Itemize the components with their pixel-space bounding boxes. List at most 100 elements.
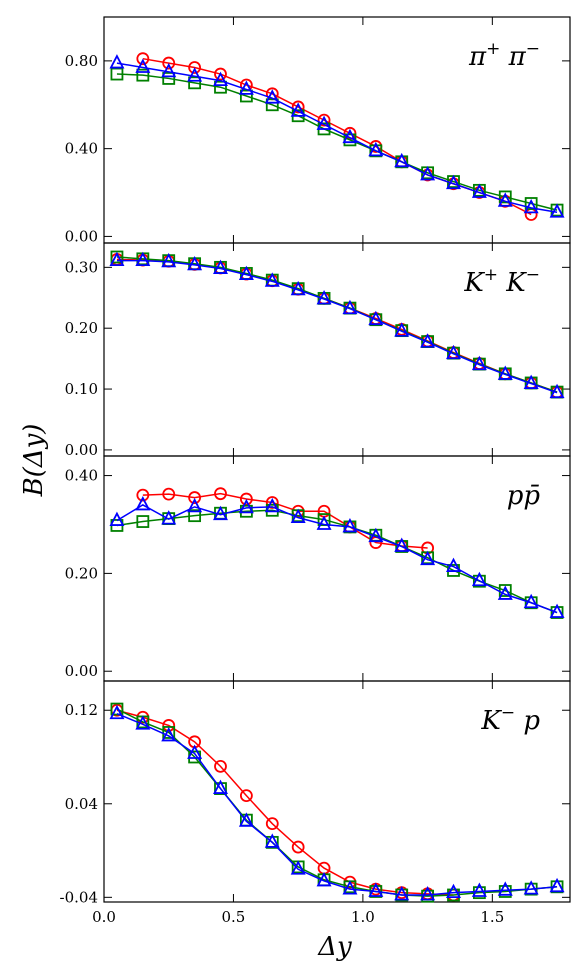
data-point-blue — [497, 192, 513, 207]
data-point-green — [188, 509, 202, 523]
data-point-blue — [264, 272, 280, 287]
y-tick-label: 0.40 — [65, 140, 98, 158]
data-point-blue — [446, 344, 461, 360]
data-point-blue — [549, 203, 565, 218]
data-point-blue — [523, 374, 539, 389]
data-point-blue — [549, 383, 565, 399]
data-point-blue — [238, 498, 254, 514]
panel-label-part: π — [500, 42, 526, 72]
data-point-blue — [213, 259, 228, 274]
data-point-red — [162, 56, 176, 70]
data-point-red — [136, 52, 150, 66]
data-point-blue — [187, 497, 203, 513]
series-line-blue — [116, 713, 558, 896]
data-point-green — [162, 726, 176, 739]
series-green — [110, 67, 564, 217]
data-point-red — [239, 789, 253, 802]
y-axis-label: B(Δy) — [19, 424, 49, 498]
panel-label-part: + — [486, 39, 500, 59]
data-point-blue — [446, 557, 461, 572]
panel-label: pp̄ — [507, 481, 541, 511]
panels-group: 0.000.400.80 π+ π−0.000.100.200.30K+ K−0.… — [60, 16, 571, 926]
x-tick-label: 0.5 — [222, 908, 246, 926]
series-blue — [109, 54, 565, 218]
y-tick-label: -0.04 — [60, 888, 98, 906]
data-point-blue — [342, 299, 358, 315]
data-point-red — [188, 61, 202, 74]
panel-label-part: K — [498, 268, 527, 298]
y-tick-label: 0.20 — [65, 564, 98, 582]
panel-label-part: p — [515, 706, 540, 736]
panel-label-part: K — [463, 268, 485, 298]
data-point-blue — [316, 115, 332, 130]
data-point-red — [291, 840, 305, 854]
data-point-blue — [394, 537, 410, 552]
data-point-green — [498, 885, 512, 898]
data-point-blue — [316, 290, 332, 305]
x-tick-label: 1.5 — [480, 908, 504, 926]
data-point-blue — [109, 54, 125, 69]
data-point-blue — [264, 497, 280, 513]
data-point-blue — [497, 585, 513, 600]
data-point-blue — [290, 508, 306, 524]
data-point-green — [524, 197, 538, 210]
panel-frame — [103, 680, 571, 903]
panel-label-part: − — [526, 265, 540, 285]
data-point-blue — [523, 198, 539, 214]
series-line-green — [116, 73, 558, 211]
data-point-blue — [161, 252, 177, 268]
data-point-blue — [368, 310, 384, 326]
y-tick-label: 0.40 — [65, 467, 98, 485]
data-point-red — [214, 759, 227, 773]
data-point-red — [265, 817, 279, 831]
panel-4: -0.04 0.04 0.12 0.0 0.5 1.0 1.5 K− p — [60, 680, 571, 926]
data-point-red — [291, 100, 305, 114]
data-point-blue — [135, 715, 151, 730]
data-point-green — [110, 67, 124, 81]
series-line-blue — [116, 504, 558, 614]
data-point-blue — [342, 880, 358, 895]
y-tick-label: 0.04 — [65, 795, 98, 813]
data-point-green — [110, 250, 124, 264]
y-tick-label: 0.10 — [65, 380, 98, 398]
data-point-blue — [213, 505, 228, 521]
data-point-blue — [213, 779, 228, 794]
data-point-blue — [290, 860, 306, 875]
y-tick-label: 0.00 — [65, 441, 98, 459]
data-point-blue — [523, 880, 539, 895]
series-line-red — [142, 492, 428, 549]
data-point-blue — [290, 102, 306, 117]
panel-label-part: π — [468, 42, 487, 72]
data-point-blue — [394, 322, 410, 337]
data-point-green — [472, 886, 486, 900]
panel-2: 0.000.100.200.30K+ K− — [65, 242, 571, 459]
y-tick-label: 0.12 — [65, 701, 98, 719]
data-point-blue — [342, 517, 358, 533]
y-tick-label: 0.80 — [65, 52, 98, 70]
data-point-red — [239, 492, 253, 506]
data-point-blue — [420, 550, 436, 566]
panel-label-part: − — [501, 703, 515, 723]
data-point-blue — [187, 67, 203, 82]
panel-label: K+ K− — [463, 265, 540, 298]
data-point-blue — [368, 141, 384, 157]
data-point-blue — [368, 527, 384, 543]
panel-label-part: + — [484, 265, 498, 285]
data-point-green — [472, 574, 486, 588]
data-point-blue — [446, 883, 461, 899]
data-point-red — [162, 487, 176, 501]
series-red — [136, 487, 435, 555]
y-tick-label: 0.00 — [65, 227, 98, 245]
data-point-green — [162, 72, 176, 85]
data-point-blue — [420, 886, 436, 901]
panel-label-part: pp̄ — [507, 481, 541, 511]
data-point-blue — [394, 152, 410, 168]
data-point-blue — [238, 265, 254, 281]
data-point-blue — [290, 280, 306, 296]
data-point-red — [343, 126, 357, 140]
data-point-blue — [471, 183, 487, 198]
data-point-blue — [161, 510, 177, 525]
data-point-blue — [135, 495, 151, 511]
data-point-blue — [109, 704, 125, 720]
